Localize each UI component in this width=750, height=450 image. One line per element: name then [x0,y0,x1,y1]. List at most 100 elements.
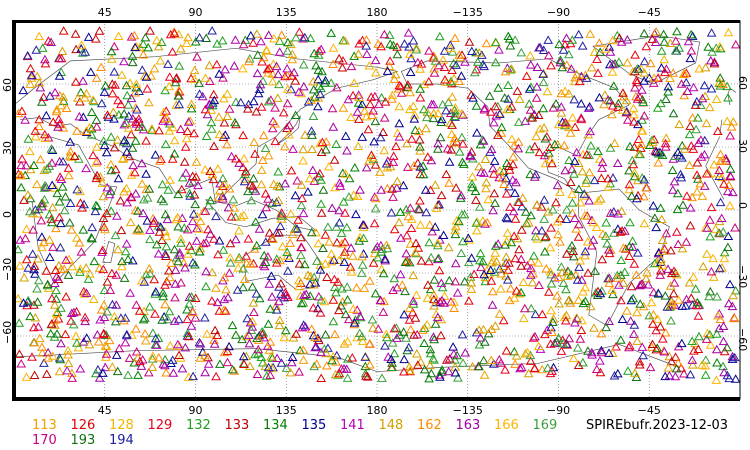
coastline-path [31,131,725,285]
observation-marker [261,202,272,212]
observation-marker [210,325,220,335]
observation-marker [311,60,321,70]
observation-marker [504,34,515,43]
observation-marker [579,210,590,220]
observation-marker [274,79,284,89]
observation-marker [264,228,275,237]
observation-marker [106,165,117,175]
observation-marker [365,359,375,369]
observation-marker [53,114,64,124]
observation-marker [206,124,217,133]
observation-marker [51,272,62,281]
observation-marker [343,314,354,324]
observation-marker [175,43,186,53]
observation-marker [271,305,282,314]
longitude-tick-bottom: 45 [97,404,112,417]
observation-marker [16,358,27,368]
observation-marker [401,204,412,214]
observation-marker [224,104,235,113]
observation-marker [72,126,82,135]
observation-marker [72,233,82,242]
observation-marker [319,296,330,306]
observation-marker [119,135,130,144]
observation-marker [435,132,446,142]
observation-marker [183,32,193,42]
observation-marker [63,270,74,279]
observation-marker [559,140,570,150]
observation-marker [205,195,216,205]
observation-marker [454,147,465,156]
observation-marker [434,199,444,209]
observation-marker [268,179,279,188]
observation-marker [422,107,433,116]
observation-marker [150,150,161,159]
observation-marker [446,129,457,138]
observation-marker [714,323,725,333]
observation-marker [273,195,284,205]
observation-marker [189,74,200,83]
observation-marker [257,209,268,219]
observation-marker [250,349,260,359]
observation-marker [603,95,613,104]
observation-marker [561,204,572,214]
observation-marker [443,242,454,252]
observation-marker [32,283,42,293]
observation-marker [30,312,41,322]
observation-marker [430,319,441,328]
observation-marker [619,267,630,276]
observation-marker [220,130,231,139]
observation-marker [480,276,491,286]
observation-marker [503,265,513,274]
observation-marker [425,360,435,370]
observation-marker [692,186,702,196]
observation-marker [428,108,439,118]
observation-marker [402,138,412,148]
observation-marker [362,49,372,58]
observation-marker [658,29,669,39]
observation-marker [263,251,273,261]
observation-marker [202,109,213,119]
observation-marker [64,254,74,263]
observation-marker [379,113,390,122]
observation-marker [182,331,193,340]
observation-marker [303,187,313,196]
observation-marker [411,238,421,247]
observation-marker [687,336,697,345]
observation-marker [215,359,225,368]
observation-marker [112,366,123,376]
observation-marker [357,99,368,109]
observation-marker [274,296,284,306]
observation-marker [147,362,158,371]
observation-marker [608,289,618,299]
observation-marker [608,206,619,216]
observation-marker [19,195,29,204]
observation-marker [660,371,671,381]
observation-marker [643,279,654,289]
observation-marker [245,361,255,370]
observation-marker [226,151,237,161]
observation-marker [67,368,77,377]
observation-marker [408,270,419,280]
longitude-tick-top: 45 [97,6,112,19]
observation-marker [659,37,670,46]
observation-marker [664,370,675,380]
observation-marker [467,179,477,188]
observation-marker [649,213,660,222]
observation-marker [514,244,524,254]
observation-marker [189,65,200,75]
observation-marker [629,259,640,268]
observation-marker [622,306,632,315]
observation-marker [140,71,150,80]
observation-marker [298,155,308,165]
observation-marker [699,149,710,159]
observation-marker [43,347,53,357]
observation-marker [100,362,111,372]
observation-marker [710,224,721,233]
observation-marker [182,304,192,314]
observation-marker [205,229,216,238]
observation-marker [506,64,517,73]
observation-marker [296,200,307,210]
observation-marker [254,293,265,303]
observation-marker [539,195,550,204]
observation-marker [568,246,579,255]
